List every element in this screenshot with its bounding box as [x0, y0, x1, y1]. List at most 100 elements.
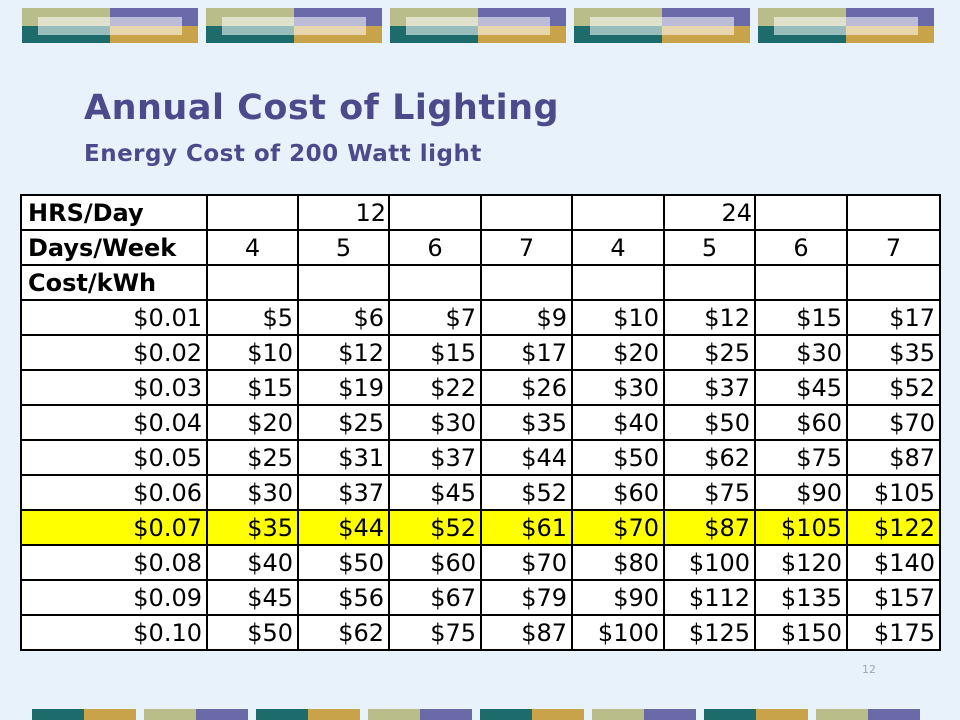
- table-row: $0.10 $50 $62 $75 $87 $100 $125 $150 $175: [20, 614, 941, 651]
- cost-cell: $25: [297, 404, 390, 441]
- cost-cell: $135: [754, 579, 848, 616]
- cost-cell: $15: [206, 369, 299, 406]
- cost-cell: $67: [388, 579, 482, 616]
- table-row: $0.02 $10 $12 $15 $17 $20 $25 $30 $35: [20, 334, 941, 371]
- cost-cell: $87: [663, 509, 756, 546]
- cost-cell: $17: [846, 299, 941, 336]
- cost-cell: $25: [663, 334, 756, 371]
- cost-cell: $62: [663, 439, 756, 476]
- rate-cell: $0.04: [20, 404, 208, 441]
- days-value: 5: [297, 229, 390, 266]
- cost-cell: $30: [206, 474, 299, 511]
- cost-label-cell-blank: [846, 264, 941, 301]
- days-value: 4: [206, 229, 299, 266]
- cost-label-cell-blank: [297, 264, 390, 301]
- cost-cell: $70: [480, 544, 573, 581]
- cost-cell: $40: [571, 404, 665, 441]
- cost-cell: $9: [480, 299, 573, 336]
- table-row: $0.05 $25 $31 $37 $44 $50 $62 $75 $87: [20, 439, 941, 476]
- cost-cell: $90: [754, 474, 848, 511]
- cost-cell: $60: [571, 474, 665, 511]
- cost-cell: $10: [571, 299, 665, 336]
- cost-label-cell-blank: [571, 264, 665, 301]
- hrs-cell-blank: [206, 194, 299, 231]
- cost-cell: $30: [388, 404, 482, 441]
- cost-cell: $44: [297, 509, 390, 546]
- cost-cell: $30: [571, 369, 665, 406]
- cost-cell: $52: [480, 474, 573, 511]
- table-row: $0.01 $5 $6 $7 $9 $10 $12 $15 $17: [20, 299, 941, 336]
- hrs-cell-blank: [388, 194, 482, 231]
- banner-block-2: [206, 8, 382, 43]
- days-row: Days/Week 4 5 6 7 4 5 6 7: [20, 229, 941, 266]
- cost-cell: $56: [297, 579, 390, 616]
- highlighted-table-row: $0.07 $35 $44 $52 $61 $70 $87 $105 $122: [20, 509, 941, 546]
- cost-cell: $90: [571, 579, 665, 616]
- table-row: $0.09 $45 $56 $67 $79 $90 $112 $135 $157: [20, 579, 941, 616]
- cost-cell: $157: [846, 579, 941, 616]
- bottom-decorative-banner: [32, 709, 920, 720]
- cost-label-cell-blank: [663, 264, 756, 301]
- cost-cell: $61: [480, 509, 573, 546]
- days-value: 7: [846, 229, 941, 266]
- cost-cell: $20: [206, 404, 299, 441]
- cost-cell: $35: [480, 404, 573, 441]
- cost-cell: $30: [754, 334, 848, 371]
- rate-cell: $0.09: [20, 579, 208, 616]
- cost-cell: $75: [663, 474, 756, 511]
- days-label: Days/Week: [20, 229, 208, 266]
- cost-cell: $15: [754, 299, 848, 336]
- slide-subtitle: Energy Cost of 200 Watt light: [84, 141, 482, 167]
- cost-cell: $75: [754, 439, 848, 476]
- cost-cell: $62: [297, 614, 390, 651]
- cost-cell: $45: [754, 369, 848, 406]
- hrs-row: HRS/Day 12 24: [20, 194, 941, 231]
- days-value: 7: [480, 229, 573, 266]
- cost-cell: $100: [571, 614, 665, 651]
- cost-cell: $5: [206, 299, 299, 336]
- cost-rows: $0.01 $5 $6 $7 $9 $10 $12 $15 $17 $0.02 $10 $12 $15 $…: [20, 299, 941, 651]
- cost-cell: $35: [846, 334, 941, 371]
- cost-cell: $50: [571, 439, 665, 476]
- top-decorative-banner: [22, 8, 934, 43]
- cost-cell: $19: [297, 369, 390, 406]
- days-value: 6: [388, 229, 482, 266]
- banner-block-4: [574, 8, 750, 43]
- cost-label-cell-blank: [388, 264, 482, 301]
- rate-cell: $0.02: [20, 334, 208, 371]
- cost-cell: $17: [480, 334, 573, 371]
- days-value: 5: [663, 229, 756, 266]
- cost-cell: $140: [846, 544, 941, 581]
- banner-block-1: [22, 8, 198, 43]
- cost-label: Cost/kWh: [20, 264, 208, 301]
- cost-cell: $75: [388, 614, 482, 651]
- hrs-value-24: 24: [663, 194, 756, 231]
- cost-cell: $37: [297, 474, 390, 511]
- cost-cell: $122: [846, 509, 941, 546]
- rate-cell: $0.07: [20, 509, 208, 546]
- cost-cell: $26: [480, 369, 573, 406]
- cost-label-row: Cost/kWh: [20, 264, 941, 301]
- cost-cell: $50: [297, 544, 390, 581]
- cost-cell: $22: [388, 369, 482, 406]
- cost-cell: $60: [754, 404, 848, 441]
- cost-cell: $52: [388, 509, 482, 546]
- cost-cell: $125: [663, 614, 756, 651]
- cost-cell: $87: [846, 439, 941, 476]
- cost-cell: $100: [663, 544, 756, 581]
- cost-cell: $80: [571, 544, 665, 581]
- cost-cell: $87: [480, 614, 573, 651]
- cost-cell: $15: [388, 334, 482, 371]
- cost-cell: $52: [846, 369, 941, 406]
- cost-cell: $37: [663, 369, 756, 406]
- rate-cell: $0.01: [20, 299, 208, 336]
- hrs-cell-blank: [754, 194, 848, 231]
- cost-cell: $12: [663, 299, 756, 336]
- table-row: $0.04 $20 $25 $30 $35 $40 $50 $60 $70: [20, 404, 941, 441]
- cost-cell: $70: [846, 404, 941, 441]
- cost-cell: $12: [297, 334, 390, 371]
- cost-cell: $25: [206, 439, 299, 476]
- cost-label-cell-blank: [480, 264, 573, 301]
- cost-cell: $105: [846, 474, 941, 511]
- hrs-value-12: 12: [297, 194, 390, 231]
